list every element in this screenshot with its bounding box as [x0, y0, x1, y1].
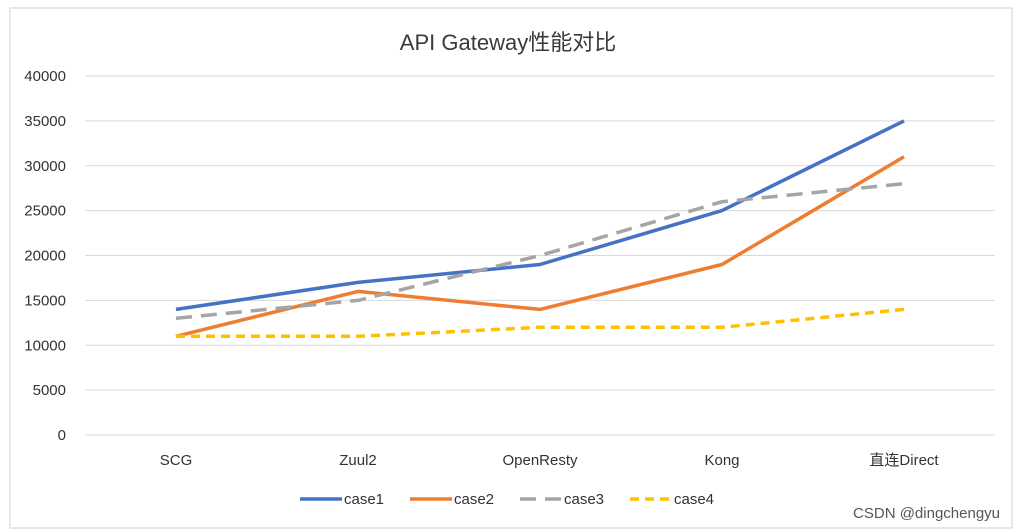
chart-title: API Gateway性能对比 [400, 30, 616, 55]
y-tick-label: 20000 [24, 248, 66, 265]
y-tick-label: 25000 [24, 203, 66, 220]
y-tick-label: 40000 [24, 68, 66, 85]
y-tick-label: 0 [58, 427, 66, 444]
watermark: CSDN @dingchengyu [853, 505, 1000, 522]
x-tick-label: OpenResty [502, 452, 578, 469]
x-axis-ticks: SCG Zuul2 OpenResty Kong 直连Direct [160, 452, 940, 469]
y-tick-label: 15000 [24, 292, 66, 309]
y-axis-ticks: 0 5000 10000 15000 20000 25000 30000 35000 40000 [24, 68, 66, 444]
x-tick-label: Zuul2 [339, 452, 377, 469]
x-tick-label: Kong [704, 452, 739, 469]
x-tick-label: SCG [160, 452, 193, 469]
series-line-case1 [175, 119, 905, 312]
series-line-case2 [175, 155, 905, 338]
legend-label-case1: case1 [344, 491, 384, 508]
legend-label-case4: case4 [674, 491, 714, 508]
series-lines [175, 119, 905, 339]
grid-lines [85, 75, 995, 436]
y-tick-label: 10000 [24, 337, 66, 354]
x-tick-label: 直连Direct [869, 452, 939, 469]
legend-label-case3: case3 [564, 491, 604, 508]
series-line-case4 [176, 307, 905, 339]
legend: case1 case2 case3 case4 [300, 491, 714, 508]
y-tick-label: 5000 [33, 382, 66, 399]
legend-label-case2: case2 [454, 491, 494, 508]
y-tick-label: 30000 [24, 158, 66, 175]
y-tick-label: 35000 [24, 113, 66, 130]
